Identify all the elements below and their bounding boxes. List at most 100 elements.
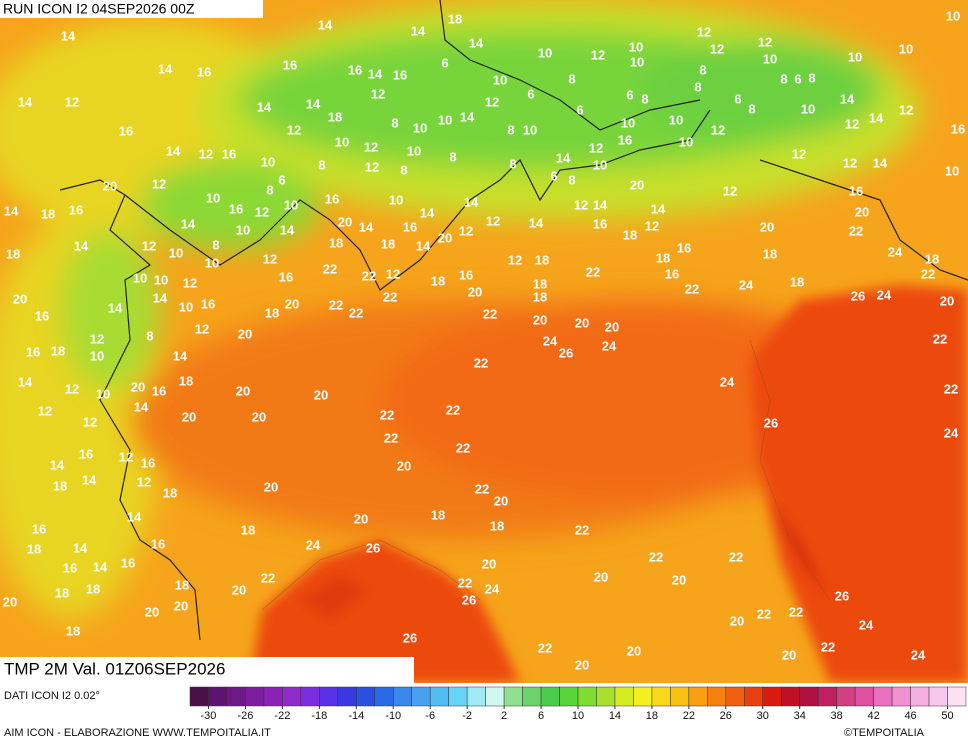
temperature-label: 12 bbox=[38, 403, 52, 418]
colorbar-cell bbox=[466, 686, 486, 707]
colorbar-tick-label: 22 bbox=[683, 710, 695, 722]
temperature-label: 20 bbox=[575, 315, 589, 330]
temperature-label: 20 bbox=[264, 479, 278, 494]
temperature-label: 12 bbox=[645, 218, 659, 233]
temperature-label: 22 bbox=[757, 606, 771, 621]
colorbar-cell bbox=[873, 686, 893, 707]
temperature-label: 12 bbox=[137, 474, 151, 489]
temperature-label: 20 bbox=[533, 312, 547, 327]
temperature-label: 22 bbox=[685, 281, 699, 296]
colorbar-tick-label: 14 bbox=[609, 710, 621, 722]
colorbar-cell bbox=[337, 686, 357, 707]
temperature-label: 10 bbox=[669, 112, 683, 127]
temperature-label: 8 bbox=[507, 122, 514, 137]
temperature-label: 18 bbox=[790, 274, 804, 289]
colorbar-cell bbox=[356, 686, 376, 707]
temperature-label: 22 bbox=[380, 407, 394, 422]
temperature-label: 10 bbox=[206, 190, 220, 205]
colorbar-cell bbox=[651, 686, 671, 707]
colorbar-tick-label: -2 bbox=[462, 710, 472, 722]
temperature-label: 14 bbox=[108, 300, 123, 315]
temperature-label: 20 bbox=[605, 319, 619, 334]
temperature-label: 12 bbox=[263, 251, 277, 266]
temperature-label: 14 bbox=[93, 559, 108, 574]
temperature-label: 12 bbox=[758, 34, 772, 49]
colorbar-cell bbox=[522, 686, 542, 707]
temperature-label: 18 bbox=[6, 246, 20, 261]
temperature-label: 18 bbox=[265, 305, 279, 320]
temperature-label: 18 bbox=[623, 227, 637, 242]
temperature-label: 14 bbox=[134, 399, 149, 414]
temperature-label: 16 bbox=[121, 555, 135, 570]
temperature-label: 18 bbox=[329, 235, 343, 250]
temperature-label: 14 bbox=[529, 215, 544, 230]
colorbar-tick-label: -30 bbox=[201, 710, 217, 722]
temperature-label: 16 bbox=[849, 183, 863, 198]
temperature-label: 18 bbox=[241, 522, 255, 537]
temperature-label: 24 bbox=[602, 338, 617, 353]
temperature-label: 22 bbox=[349, 305, 363, 320]
colorbar-cell bbox=[189, 686, 209, 707]
temperature-label: 8 bbox=[568, 172, 575, 187]
temperature-label: 12 bbox=[843, 155, 857, 170]
temperature-label: 12 bbox=[697, 24, 711, 39]
temperature-label: 22 bbox=[383, 289, 397, 304]
temperature-label: 6 bbox=[576, 102, 583, 117]
temperature-label: 14 bbox=[4, 203, 19, 218]
colorbar-cell bbox=[707, 686, 727, 707]
temperature-label: 20 bbox=[182, 409, 196, 424]
colorbar: -30 -26 -22 -18 -14 -10 -6 -2 2 6 10 14 18 22 26 30 34 38… bbox=[189, 686, 967, 722]
colorbar-cell bbox=[448, 686, 468, 707]
temperature-label: 8 bbox=[266, 182, 273, 197]
temperature-label: 14 bbox=[181, 216, 196, 231]
temperature-label: 12 bbox=[152, 176, 166, 191]
temperature-label: 16 bbox=[197, 64, 211, 79]
temperature-label: 18 bbox=[55, 585, 69, 600]
colorbar-tick-label: 46 bbox=[904, 710, 916, 722]
temperature-label: 20 bbox=[131, 379, 145, 394]
temperature-label: 10 bbox=[169, 245, 183, 260]
colorbar-cell bbox=[910, 686, 930, 707]
temperature-label: 8 bbox=[641, 91, 648, 106]
colorbar-tick-label: 2 bbox=[501, 710, 507, 722]
temperature-label: 6 bbox=[550, 168, 557, 183]
temperature-label: 20 bbox=[236, 383, 250, 398]
temperature-label: 8 bbox=[780, 71, 787, 86]
temperature-label: 18 bbox=[51, 343, 65, 358]
colorbar-tick-label: -10 bbox=[385, 710, 401, 722]
temperature-label: 20 bbox=[855, 204, 869, 219]
temperature-label: 12 bbox=[365, 159, 379, 174]
temperature-label: 18 bbox=[328, 109, 342, 124]
temperature-label: 10 bbox=[946, 8, 960, 23]
temperature-label: 18 bbox=[179, 373, 193, 388]
temperature-label: 20 bbox=[13, 291, 27, 306]
temperature-label: 12 bbox=[364, 139, 378, 154]
temperature-label: 18 bbox=[925, 251, 939, 266]
temperature-label: 14 bbox=[74, 238, 89, 253]
temperature-label: 22 bbox=[261, 570, 275, 585]
temperature-label: 14 bbox=[82, 472, 97, 487]
temperature-label: 14 bbox=[593, 197, 608, 212]
temperature-label: 20 bbox=[468, 284, 482, 299]
temperature-label: 14 bbox=[158, 61, 173, 76]
temperature-label: 6 bbox=[734, 91, 741, 106]
temperature-label: 8 bbox=[391, 115, 398, 130]
temperature-label: 26 bbox=[462, 592, 476, 607]
temperature-label: 14 bbox=[469, 35, 484, 50]
temperature-label: 14 bbox=[411, 23, 426, 38]
temperature-label: 10 bbox=[679, 134, 693, 149]
temperature-label: 20 bbox=[354, 511, 368, 526]
temperature-label: 16 bbox=[229, 201, 243, 216]
colorbar-cell bbox=[854, 686, 874, 707]
temperature-label: 12 bbox=[255, 204, 269, 219]
temperature-label: 24 bbox=[306, 537, 321, 552]
temperature-label: 12 bbox=[199, 146, 213, 161]
temperature-label: 12 bbox=[90, 331, 104, 346]
temperature-label: 16 bbox=[283, 57, 297, 72]
colorbar-tick-label: 42 bbox=[867, 710, 879, 722]
temperature-label: 18 bbox=[86, 581, 100, 596]
temperature-label: 24 bbox=[859, 617, 874, 632]
temperature-label: 12 bbox=[591, 47, 605, 62]
colorbar-cell bbox=[780, 686, 800, 707]
